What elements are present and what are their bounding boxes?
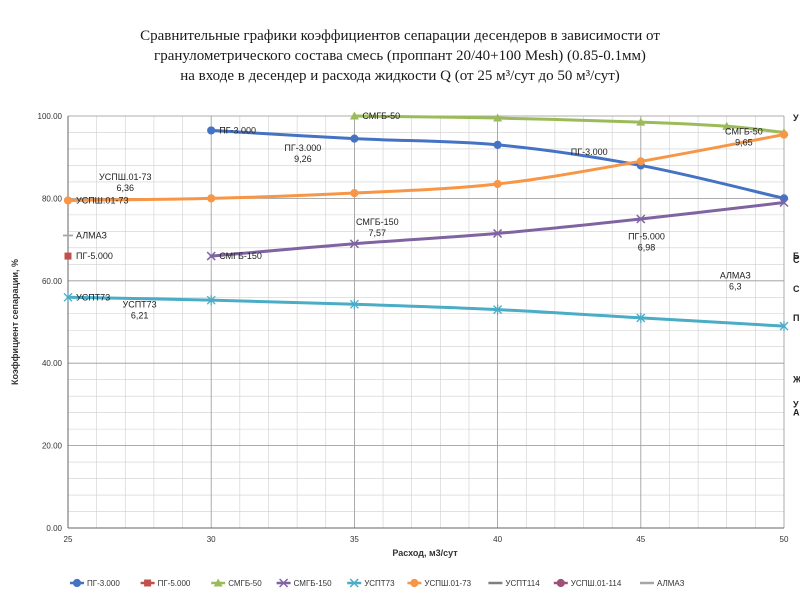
legend-item-7-marker bbox=[556, 578, 565, 588]
x-tick-label: 45 bbox=[636, 535, 645, 544]
x-tick-label: 25 bbox=[64, 535, 73, 544]
series-8-start-label: АЛМАЗ bbox=[76, 230, 107, 240]
legend-item-3-label: СМГБ-150 bbox=[294, 579, 332, 588]
axes: 25 30 35 40 45 50 0.00 20.00 40.00 60.00 80.00 100.… bbox=[38, 112, 789, 544]
right-edge-label: С bbox=[793, 255, 800, 265]
series-5-line bbox=[66, 133, 786, 202]
series-1-start-label: ПГ-5.000 bbox=[76, 251, 113, 261]
series-4-point bbox=[206, 295, 216, 306]
y-tick-label: 60.00 bbox=[42, 277, 63, 286]
annotation-label: ПГ-3.000 bbox=[284, 143, 321, 153]
legend-item-3-marker bbox=[279, 578, 289, 588]
legend-item-5-label: УСПШ.01-73 bbox=[424, 579, 471, 588]
x-tick-label: 35 bbox=[350, 535, 359, 544]
annotation-label: УСПТ73 bbox=[122, 300, 156, 310]
right-edge-label: У bbox=[793, 399, 799, 409]
series-4-point bbox=[636, 312, 646, 323]
series-0-point bbox=[350, 134, 359, 143]
series-5-point bbox=[636, 157, 645, 166]
series-2-point bbox=[636, 117, 646, 126]
series-4-point bbox=[63, 292, 73, 303]
y-axis-label: Коэффициент сепарации, % bbox=[10, 259, 20, 385]
legend-item-2-marker bbox=[213, 578, 223, 587]
y-tick-label: 20.00 bbox=[42, 442, 63, 451]
series-2-start-label: СМГБ-50 bbox=[362, 111, 400, 121]
x-tick-label: 50 bbox=[780, 535, 789, 544]
series-3-point bbox=[779, 197, 789, 208]
grid-lines bbox=[67, 115, 785, 529]
annotation-label: 9,26 bbox=[294, 154, 312, 164]
series-2-point bbox=[493, 113, 503, 122]
series-5-point bbox=[63, 196, 73, 205]
series-5-point bbox=[350, 188, 359, 198]
legend-item-2-label: СМГБ-50 bbox=[228, 579, 262, 588]
series-4-start-label: УСПТ73 bbox=[76, 292, 110, 302]
series-0-start-label: ПГ-3.000 bbox=[219, 125, 256, 135]
series-4-point bbox=[779, 321, 789, 332]
right-edge-label: Ж bbox=[792, 375, 800, 385]
series-3-point bbox=[349, 239, 359, 249]
legend-item-4-marker bbox=[349, 578, 359, 588]
annotation-label: УСПШ.01-73 bbox=[99, 172, 151, 182]
series-3-point bbox=[493, 228, 503, 238]
series-5-start-label: УСПШ.01-73 bbox=[76, 195, 128, 205]
series-5-point bbox=[779, 130, 789, 139]
legend-item-0-label: ПГ-3.000 bbox=[87, 579, 120, 588]
series-5-point bbox=[207, 194, 216, 203]
legend-item-5-marker bbox=[410, 578, 419, 588]
series-layer: ПГ-3.000 ПГ-5.000 СМГБ-50 СМГБ-150 УСПТ73 УСП… bbox=[63, 111, 789, 332]
right-edge-label: П bbox=[793, 313, 799, 323]
annotation-label: ПГ-3.000 bbox=[571, 147, 608, 157]
series-3-point bbox=[636, 214, 646, 224]
chart-title: Сравнительные графики коэффициентов сепа… bbox=[20, 26, 780, 86]
series-3-point bbox=[206, 251, 216, 261]
y-tick-label: 0.00 bbox=[46, 524, 62, 533]
title-line-1: Сравнительные графики коэффициентов сепа… bbox=[140, 28, 660, 44]
annotation-label: 6,36 bbox=[117, 183, 135, 193]
title-line-3: на входе в десендер и расхода жидкости Q… bbox=[180, 68, 620, 84]
annotation-label: 7,57 bbox=[369, 228, 387, 238]
y-tick-label: 40.00 bbox=[42, 359, 63, 368]
series-1-point bbox=[64, 252, 72, 260]
series-4-point bbox=[349, 299, 359, 310]
annotation-label: 6,98 bbox=[638, 243, 656, 253]
annotation-label: 6,3 bbox=[729, 282, 742, 292]
series-5-point bbox=[493, 179, 502, 189]
title-line-2: гранулометрического состава смесь (пропп… bbox=[154, 48, 646, 64]
x-tick-label: 40 bbox=[493, 535, 502, 544]
right-edge-label: Б bbox=[793, 251, 800, 261]
series-3-start-label: СМГБ-150 bbox=[219, 251, 262, 261]
right-edge-label: С bbox=[793, 284, 800, 294]
legend-item-6-label: УСПТ114 bbox=[505, 579, 540, 588]
annotation-label: 9,65 bbox=[735, 138, 753, 148]
right-edge-label: А bbox=[793, 408, 800, 418]
series-4-point bbox=[493, 304, 503, 315]
legend-item-4-label: УСПТ73 bbox=[364, 579, 395, 588]
series-2-point bbox=[722, 121, 732, 130]
y-tick-label: 80.00 bbox=[42, 194, 63, 203]
series-0-point bbox=[493, 140, 502, 149]
series-2-line bbox=[352, 114, 786, 134]
right-edge-label: У bbox=[793, 113, 799, 123]
annotation-label: 6,21 bbox=[131, 311, 149, 321]
annotation-label: СМГБ-50 bbox=[725, 127, 763, 137]
legend-item-8-label: АЛМАЗ bbox=[657, 579, 685, 588]
annotation-label: СМГБ-150 bbox=[356, 217, 399, 227]
legend-item-1-label: ПГ-5.000 bbox=[158, 579, 191, 588]
series-0-point bbox=[207, 126, 216, 135]
legend-item-1-marker bbox=[144, 579, 152, 587]
annotation-label: ПГ-5.000 bbox=[628, 232, 665, 242]
legend-item-0-marker bbox=[72, 578, 82, 588]
x-axis-label: Расход, м3/сут bbox=[392, 548, 458, 558]
legend-item-7-label: УСПШ.01-114 bbox=[571, 579, 622, 588]
series-4-line bbox=[66, 295, 786, 328]
annotation-label: АЛМАЗ bbox=[720, 271, 751, 281]
series-2-point bbox=[349, 111, 359, 120]
legend: ПГ-3.000 ПГ-5.000 СМГБ-50 СМГБ-150 УСПТ73 УСП… bbox=[70, 578, 685, 588]
y-tick-label: 100.00 bbox=[38, 112, 63, 121]
x-tick-label: 30 bbox=[207, 535, 216, 544]
